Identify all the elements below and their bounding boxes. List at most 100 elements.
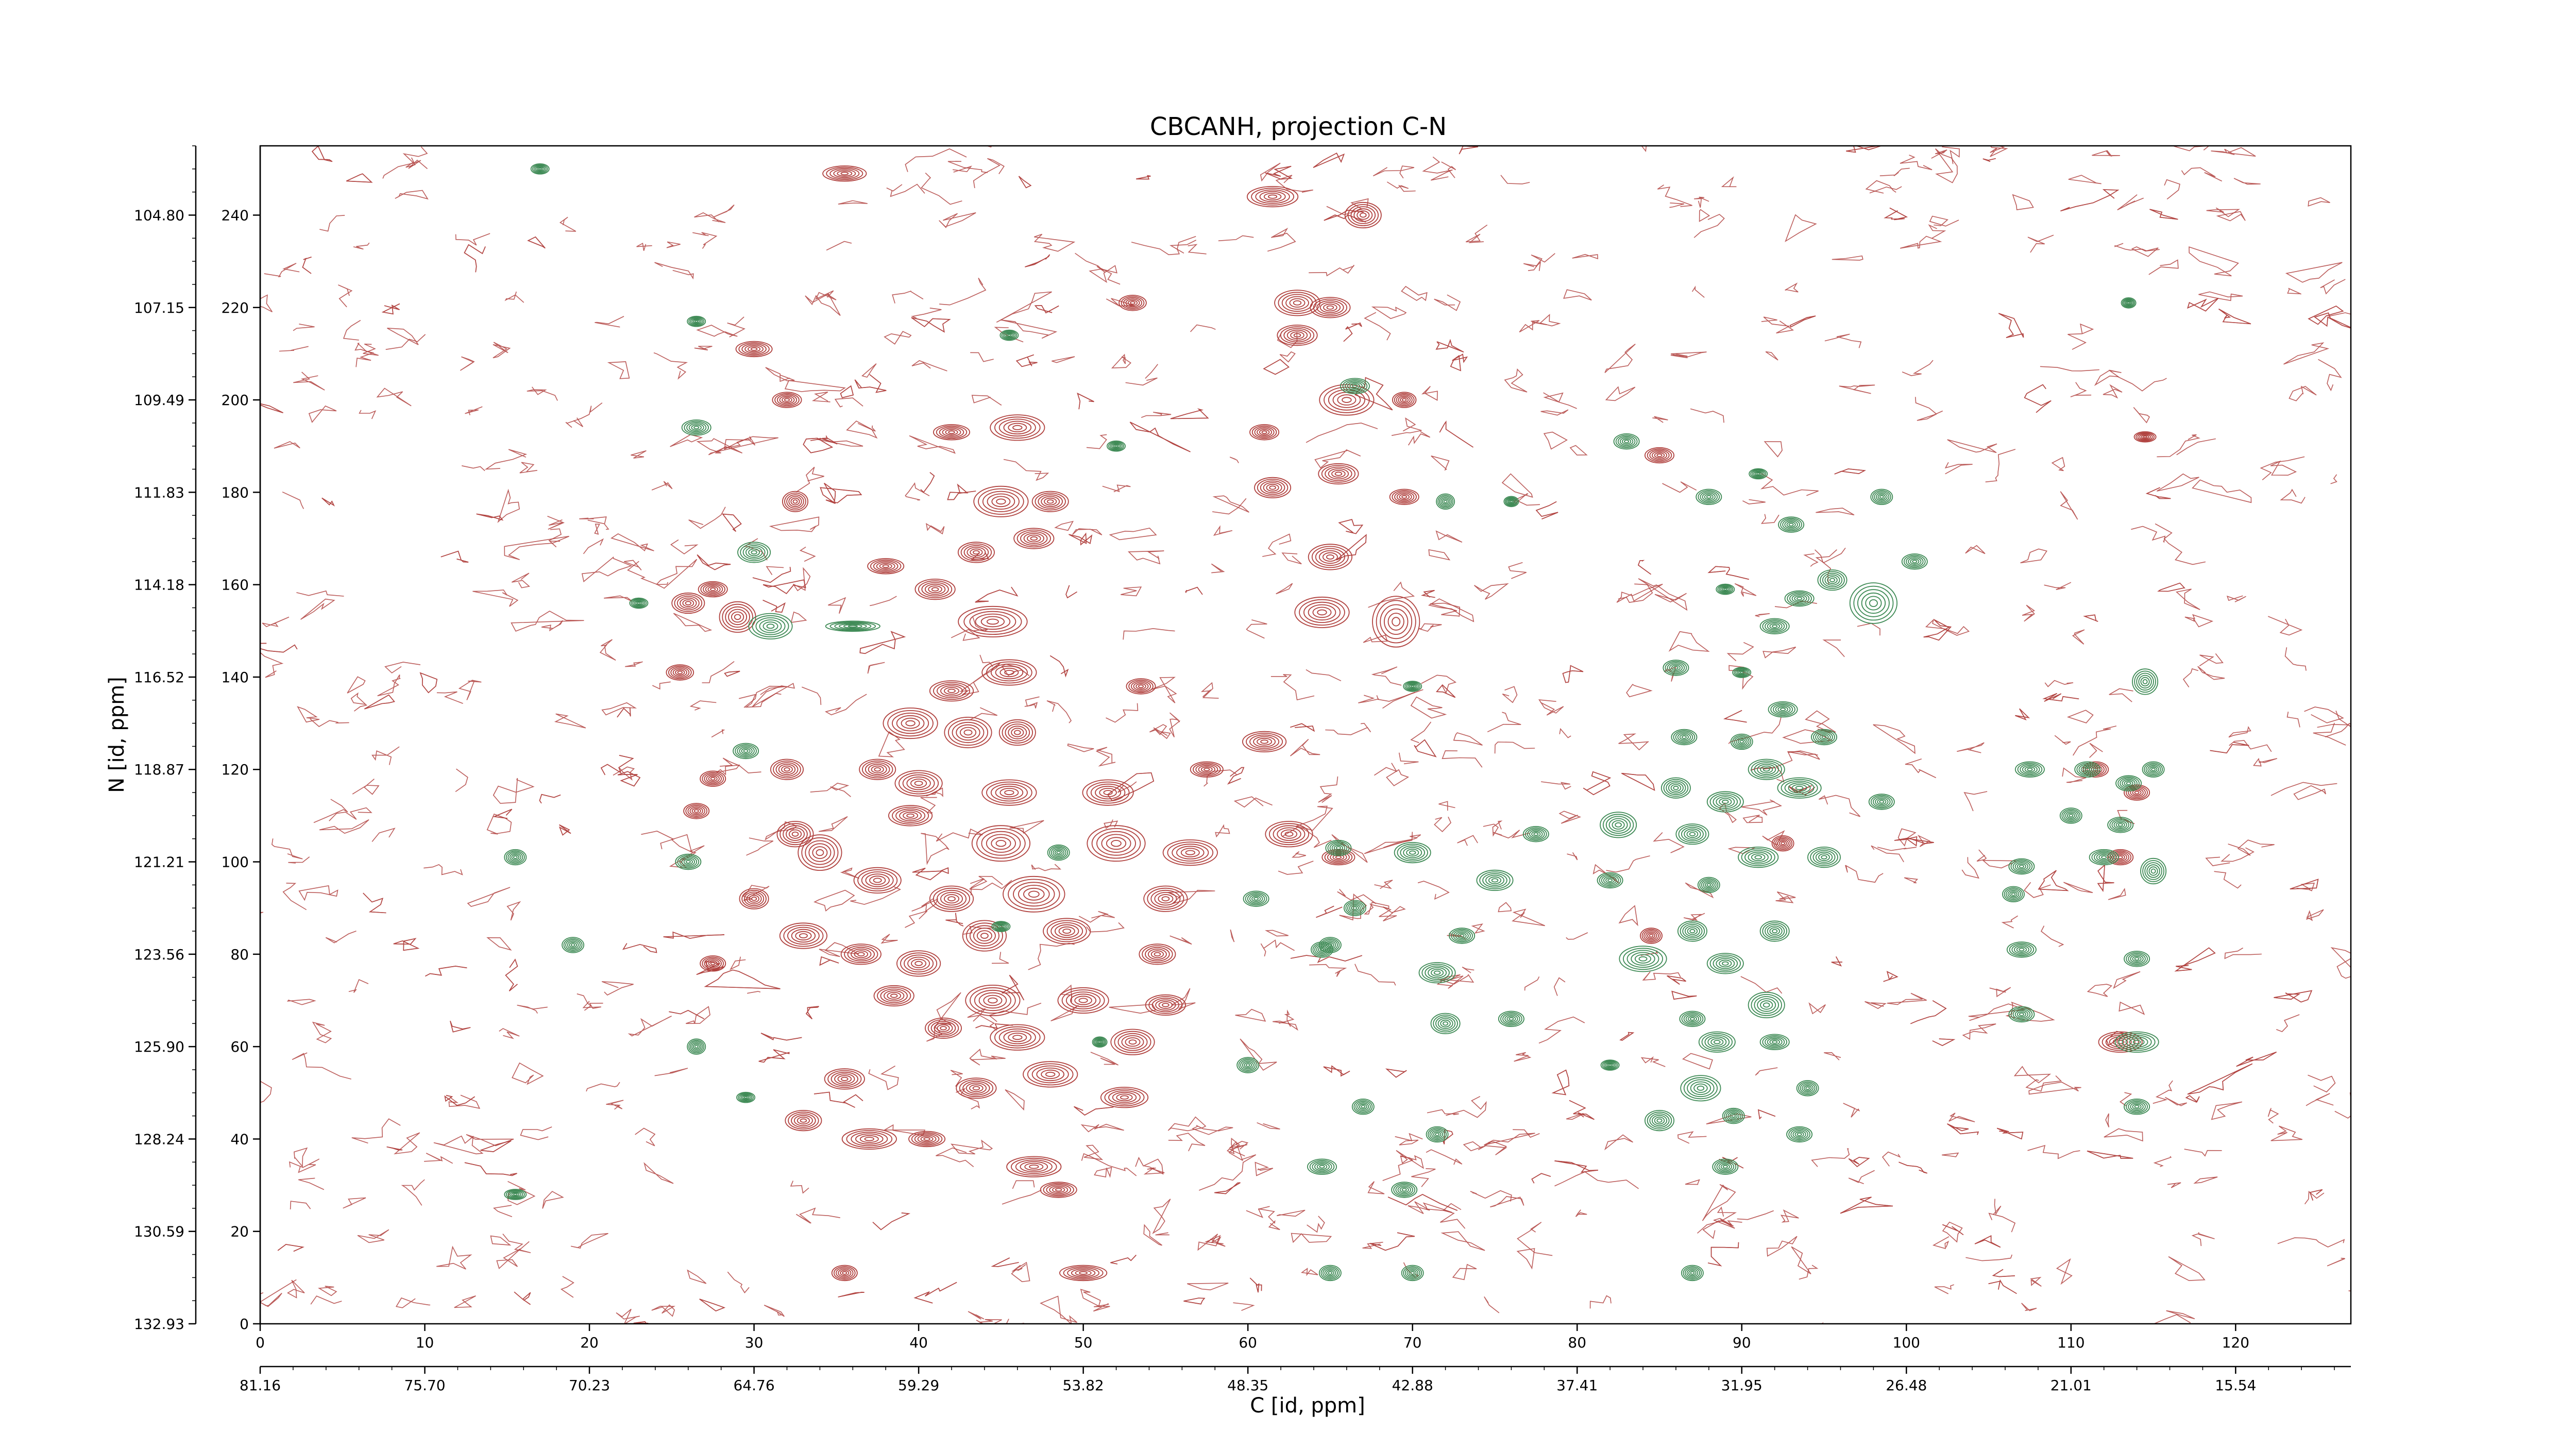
noise-contour <box>878 731 905 757</box>
noise-contour <box>1961 857 1979 879</box>
positive-peak-level <box>672 668 687 677</box>
noise-contour <box>1002 1189 1042 1205</box>
positive-peak <box>929 680 974 702</box>
negative-peak-level <box>1347 902 1363 914</box>
positive-peak-level <box>1259 429 1270 435</box>
noise-contour <box>2214 871 2242 889</box>
noise-contour <box>799 546 816 562</box>
positive-peak-level <box>883 990 905 1002</box>
noise-contour <box>1726 642 1754 662</box>
positive-peak-level <box>927 1019 959 1037</box>
negative-peak-level <box>1431 1130 1444 1139</box>
negative-peak <box>2002 886 2025 903</box>
noise-contour <box>653 352 688 380</box>
noise-contour <box>1040 1295 1078 1324</box>
positive-peak-level <box>1101 834 1131 853</box>
negative-peak <box>1696 488 1722 506</box>
noise-contour <box>1915 397 1943 421</box>
noise-contour <box>628 1016 672 1037</box>
negative-peak <box>1476 869 1514 891</box>
x-id-tick-label: 110 <box>2057 1334 2084 1351</box>
noise-contour <box>991 952 1009 964</box>
negative-peak <box>675 853 702 870</box>
negative-peak-level <box>1667 662 1685 673</box>
positive-peak-level <box>776 821 814 848</box>
x-ppm-tick-label: 53.82 <box>1063 1377 1104 1394</box>
negative-peak-level <box>1677 920 1707 942</box>
positive-peak-level <box>1063 1266 1104 1280</box>
negative-peak-level <box>1792 1130 1806 1139</box>
negative-peak-level <box>1710 1038 1724 1046</box>
noise-contour <box>264 263 300 278</box>
positive-peak-level <box>920 1136 934 1142</box>
negative-peak-level <box>2125 300 2132 305</box>
noise-contour <box>2021 1303 2037 1311</box>
positive-peak <box>1372 596 1420 648</box>
noise-contour <box>827 597 846 614</box>
negative-peak-level <box>2132 1039 2141 1044</box>
noise-contour <box>1799 1265 1819 1280</box>
negative-peak-level <box>1600 812 1637 838</box>
noise-contour <box>765 821 798 840</box>
positive-peak-level <box>1277 324 1318 346</box>
positive-peak-level <box>1046 1184 1071 1195</box>
positive-peak-level <box>741 889 767 908</box>
noise-contour <box>2270 782 2337 796</box>
noise-contour <box>1442 750 1483 768</box>
negative-peak-level <box>1331 844 1346 852</box>
noise-contour <box>1642 971 1681 981</box>
noise-contour <box>617 707 631 718</box>
positive-peak-level <box>965 922 1003 949</box>
positive-peak <box>1392 392 1417 408</box>
positive-peak-level <box>1198 765 1216 774</box>
negative-peak-level <box>513 855 518 859</box>
noise-contour <box>558 824 571 836</box>
positive-peak-level <box>1162 839 1218 866</box>
positive-peak-level <box>1308 604 1336 621</box>
negative-peak <box>737 542 771 563</box>
positive-peak-level <box>1008 726 1027 739</box>
noise-contour <box>766 566 784 576</box>
negative-peak-level <box>1510 500 1513 503</box>
negative-peak-level <box>1677 733 1691 742</box>
negative-peak-level <box>1821 735 1827 739</box>
negative-peak-level <box>1440 1019 1451 1027</box>
noise-contour <box>1306 423 1378 443</box>
noise-contour <box>2131 246 2159 257</box>
negative-peak-level <box>743 749 749 753</box>
positive-peak-level <box>1269 485 1276 490</box>
negative-peak-level <box>1433 970 1441 975</box>
negative-peak-level <box>1790 1128 1808 1140</box>
noise-contour <box>582 1001 603 1009</box>
negative-peak-level <box>683 858 693 865</box>
positive-peak-level <box>1324 386 1370 413</box>
noise-contour <box>1670 351 1707 359</box>
positive-peak-level <box>786 494 804 509</box>
positive-peak-level <box>986 781 1032 804</box>
negative-peak-level <box>736 1091 756 1103</box>
positive-peak-level <box>1121 1035 1144 1049</box>
noise-contour <box>1434 816 1452 833</box>
noise-contour <box>810 783 851 797</box>
noise-contour <box>2198 291 2243 301</box>
noise-contour <box>1982 158 1996 162</box>
positive-peak-level <box>996 498 1006 505</box>
positive-peak-level <box>873 985 914 1007</box>
noise-contour <box>1364 312 1391 341</box>
negative-peak <box>2114 1031 2159 1053</box>
noise-contour <box>1323 1065 1350 1077</box>
negative-peak <box>1680 1075 1721 1102</box>
noise-contour <box>2145 487 2171 499</box>
noise-contour <box>817 437 863 447</box>
negative-peak <box>1600 812 1637 838</box>
negative-peak-level <box>1350 905 1359 911</box>
negative-peak-level <box>737 745 755 757</box>
negative-peak <box>530 163 550 175</box>
negative-peak-level <box>1690 1271 1695 1275</box>
noise-contour <box>1483 820 1503 837</box>
noise-contour <box>1421 589 1435 598</box>
noise-contour <box>697 554 731 570</box>
noise-contour <box>953 165 972 173</box>
positive-peak-level <box>873 878 882 883</box>
negative-peak-level <box>631 598 647 608</box>
